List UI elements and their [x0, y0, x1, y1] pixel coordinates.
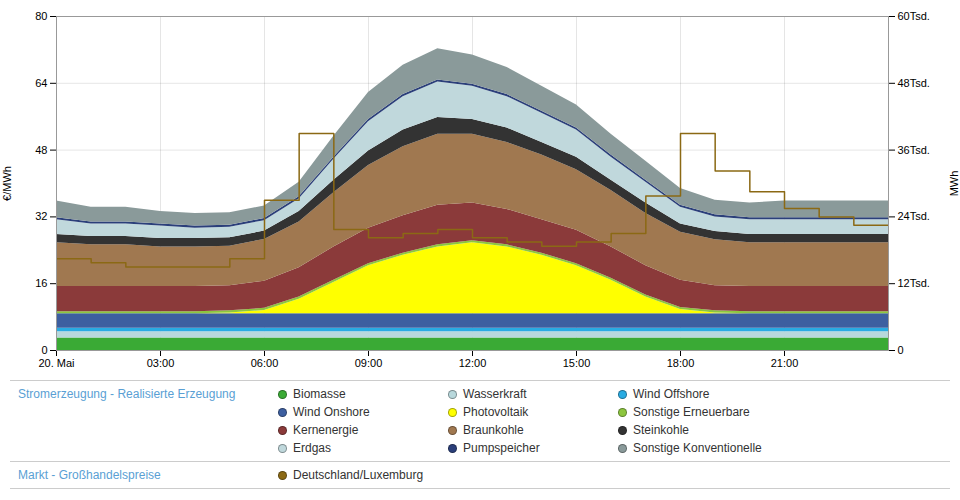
- html-text:Deutschland/Luxemburg: Deutschland/Luxemburg: [293, 468, 424, 482]
- html-text:Sonstige Konventionelle: Sonstige Konventionelle: [633, 441, 762, 455]
- svg-text:€/MWh: €/MWh: [1, 166, 13, 201]
- html-text:Markt - Großhandelspreise: Markt - Großhandelspreise: [18, 468, 161, 482]
- svg-text:03:00: 03:00: [147, 357, 175, 369]
- html-text:Braunkohle: Braunkohle: [463, 423, 524, 437]
- svg-text:80: 80: [35, 10, 47, 22]
- html-text:Biomasse: Biomasse: [293, 387, 346, 401]
- html-text:Kernenergie: Kernenergie: [293, 423, 359, 437]
- svg-text:12:00: 12:00: [459, 357, 487, 369]
- svg-text:MWh: MWh: [948, 171, 960, 197]
- svg-text:09:00: 09:00: [355, 357, 383, 369]
- html-text:Erdgas: Erdgas: [293, 441, 331, 455]
- svg-text:12Tsd.: 12Tsd.: [898, 277, 930, 289]
- svg-text:20. Mai: 20. Mai: [38, 357, 74, 369]
- svg-text:32: 32: [35, 210, 47, 222]
- html-text:Wind Onshore: Wind Onshore: [293, 405, 370, 419]
- svg-text:48Tsd.: 48Tsd.: [898, 77, 930, 89]
- svg-text:64: 64: [35, 77, 47, 89]
- html-text:Sonstige Erneuerbare: Sonstige Erneuerbare: [633, 405, 750, 419]
- svg-text:0: 0: [41, 344, 47, 356]
- html-text:Steinkohle: Steinkohle: [633, 423, 689, 437]
- svg-text:21:00: 21:00: [771, 357, 799, 369]
- svg-text:06:00: 06:00: [251, 357, 279, 369]
- html-text:Stromerzeugung - Realisierte E: Stromerzeugung - Realisierte Erzeugung: [18, 387, 236, 401]
- svg-text:0: 0: [898, 344, 904, 356]
- svg-text:36Tsd.: 36Tsd.: [898, 144, 930, 156]
- html-text:Photovoltaik: Photovoltaik: [463, 405, 529, 419]
- svg-text:48: 48: [35, 144, 47, 156]
- svg-text:18:00: 18:00: [667, 357, 695, 369]
- html-text:Wasserkraft: Wasserkraft: [463, 387, 527, 401]
- html-text:Wind Offshore: Wind Offshore: [633, 387, 710, 401]
- html-text:Pumpspeicher: Pumpspeicher: [463, 441, 540, 455]
- svg-text:24Tsd.: 24Tsd.: [898, 210, 930, 222]
- svg-text:16: 16: [35, 277, 47, 289]
- svg-text:60Tsd.: 60Tsd.: [898, 10, 930, 22]
- svg-text:15:00: 15:00: [563, 357, 591, 369]
